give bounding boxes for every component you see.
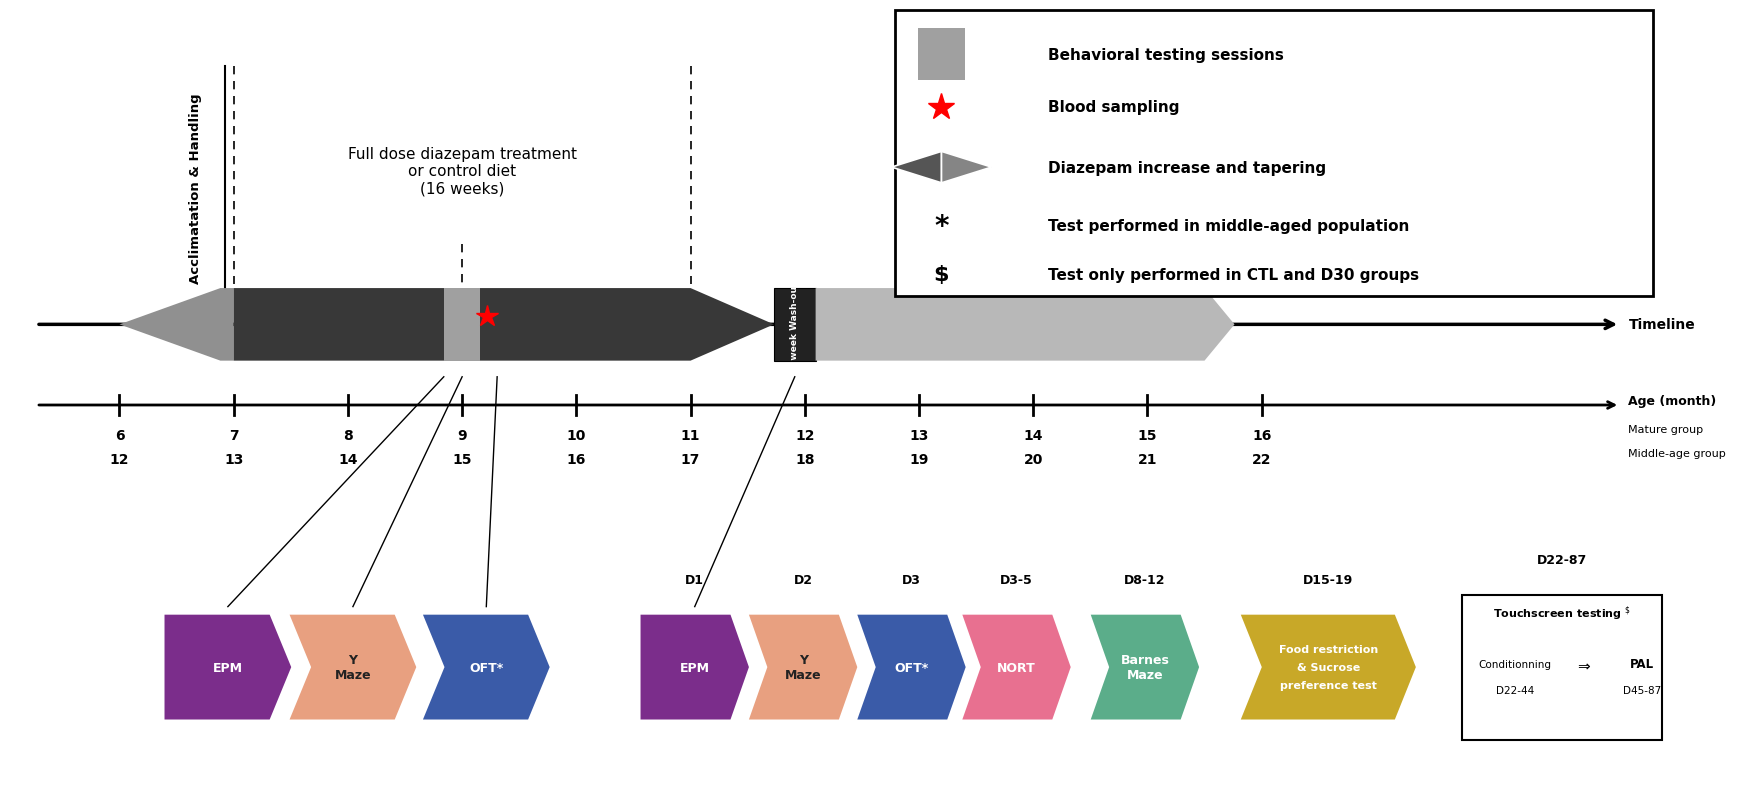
Text: D3-5: D3-5 <box>1001 573 1034 586</box>
Text: OFT*: OFT* <box>895 661 929 674</box>
FancyBboxPatch shape <box>895 11 1654 297</box>
Text: PAL: PAL <box>1629 658 1654 671</box>
Text: Timeline: Timeline <box>1629 318 1695 332</box>
Polygon shape <box>891 152 941 183</box>
Text: D45-87: D45-87 <box>1622 684 1661 695</box>
Text: 8: 8 <box>342 428 353 442</box>
Text: Age (month): Age (month) <box>1629 395 1716 408</box>
Text: OFT*: OFT* <box>469 661 504 674</box>
Text: D3: D3 <box>902 573 921 586</box>
Text: 15: 15 <box>1138 428 1157 442</box>
Text: Barnes
Maze: Barnes Maze <box>1120 654 1169 681</box>
Text: 13: 13 <box>224 453 243 466</box>
Text: $\Rightarrow$: $\Rightarrow$ <box>1575 657 1591 672</box>
Text: 19: 19 <box>908 453 929 466</box>
Text: 14: 14 <box>339 453 358 466</box>
Text: Y
Maze: Y Maze <box>785 654 822 681</box>
Text: preference test: preference test <box>1280 680 1377 690</box>
Bar <box>443 289 481 361</box>
Text: Conditionning: Conditionning <box>1478 659 1551 669</box>
Bar <box>775 289 816 361</box>
Text: 13: 13 <box>908 428 929 442</box>
Text: 17: 17 <box>681 453 700 466</box>
Text: Diazepam increase and tapering: Diazepam increase and tapering <box>1047 161 1327 175</box>
Text: & Sucrose: & Sucrose <box>1298 663 1360 672</box>
Text: Full dose diazepam treatment
or control diet
(16 weeks): Full dose diazepam treatment or control … <box>347 146 577 196</box>
Polygon shape <box>1091 615 1199 719</box>
Text: D22-44: D22-44 <box>1496 684 1534 695</box>
Polygon shape <box>290 615 417 719</box>
Text: Food restriction: Food restriction <box>1278 645 1377 654</box>
Text: D15-19: D15-19 <box>1303 573 1353 586</box>
Polygon shape <box>641 615 749 719</box>
Text: 1 week Wash-out: 1 week Wash-out <box>790 281 799 368</box>
Text: Test performed in middle-aged population: Test performed in middle-aged population <box>1047 219 1410 234</box>
Text: 16: 16 <box>1252 428 1271 442</box>
Text: NORT: NORT <box>997 661 1035 674</box>
Text: Behavioral testing sessions: Behavioral testing sessions <box>1047 48 1284 62</box>
Text: Touchscreen testing $^{\mathsf{\$}}$: Touchscreen testing $^{\mathsf{\$}}$ <box>1492 603 1631 622</box>
Text: 16: 16 <box>566 453 585 466</box>
Text: EPM: EPM <box>679 661 710 674</box>
Polygon shape <box>165 615 292 719</box>
Text: Acclimatation & Handling: Acclimatation & Handling <box>189 92 201 283</box>
Text: 22: 22 <box>1252 453 1271 466</box>
Text: 12: 12 <box>796 428 815 442</box>
Polygon shape <box>120 289 234 361</box>
Text: 11: 11 <box>681 428 700 442</box>
Text: D22-87: D22-87 <box>1537 554 1588 567</box>
Text: D2: D2 <box>794 573 813 586</box>
Polygon shape <box>858 615 966 719</box>
Text: 20: 20 <box>1023 453 1042 466</box>
Text: Middle-age group: Middle-age group <box>1629 448 1727 459</box>
Text: 18: 18 <box>796 453 815 466</box>
Text: EPM: EPM <box>214 661 243 674</box>
Text: 21: 21 <box>1138 453 1157 466</box>
Text: 15: 15 <box>452 453 472 466</box>
Polygon shape <box>941 152 992 183</box>
Text: 14: 14 <box>1023 428 1042 442</box>
Text: 7: 7 <box>229 428 238 442</box>
Text: D8-12: D8-12 <box>1124 573 1166 586</box>
Polygon shape <box>1240 615 1416 719</box>
Text: 9: 9 <box>457 428 467 442</box>
Text: D1: D1 <box>684 573 703 586</box>
Text: Test only performed in CTL and D30 groups: Test only performed in CTL and D30 group… <box>1047 268 1419 282</box>
Text: $: $ <box>935 265 948 285</box>
Polygon shape <box>749 615 858 719</box>
Text: Y
Maze: Y Maze <box>335 654 372 681</box>
Text: 10: 10 <box>566 428 585 442</box>
Text: Mature group: Mature group <box>1629 425 1704 435</box>
FancyBboxPatch shape <box>919 28 964 81</box>
Polygon shape <box>816 289 1235 361</box>
Text: 6: 6 <box>115 428 125 442</box>
Polygon shape <box>422 615 549 719</box>
Polygon shape <box>962 615 1070 719</box>
Text: 12: 12 <box>109 453 129 466</box>
Polygon shape <box>234 289 775 361</box>
Text: *: * <box>935 212 948 241</box>
FancyBboxPatch shape <box>1463 594 1662 740</box>
Text: Blood sampling: Blood sampling <box>1047 100 1179 115</box>
